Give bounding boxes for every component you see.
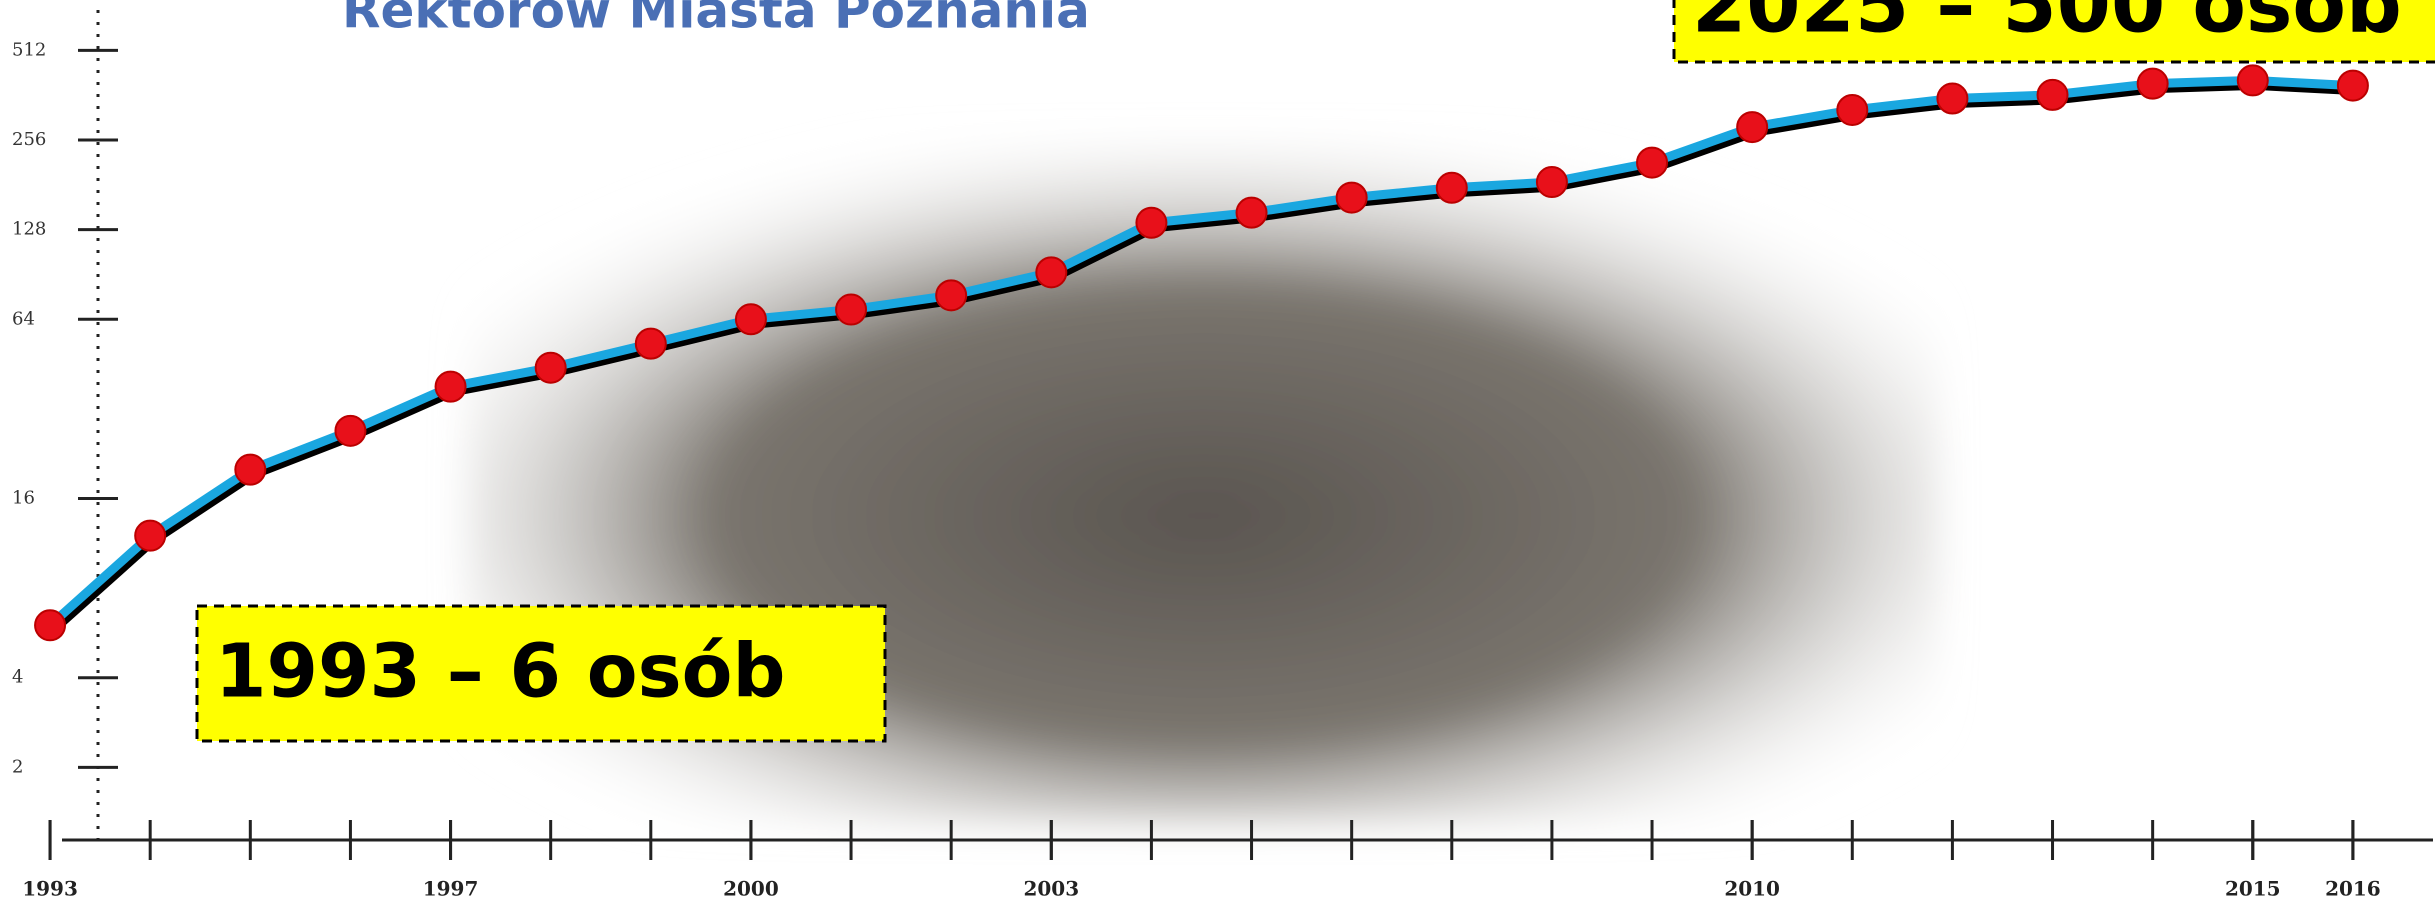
- point: [1036, 257, 1066, 287]
- y-tick-label: 16: [12, 487, 35, 508]
- point: [2138, 69, 2168, 99]
- x-tick-label: 2003: [1023, 877, 1079, 901]
- page: {"chart_data": {"type": "line", "title":…: [0, 0, 2435, 900]
- point: [1837, 95, 1867, 125]
- x-tick-label: 1997: [423, 877, 479, 901]
- annotation: 1993 – 6 osób: [215, 629, 785, 715]
- y-tick-label: 512: [12, 39, 46, 60]
- point: [2238, 65, 2268, 95]
- x-tick-label: 2010: [1724, 877, 1780, 901]
- point: [1136, 208, 1166, 238]
- point: [1637, 148, 1667, 178]
- point: [536, 353, 566, 383]
- chart-title: Rektorów Miasta Poznania: [342, 0, 1090, 40]
- y-tick-label: 2: [12, 756, 23, 777]
- y-tick-label: 256: [12, 129, 46, 150]
- point: [1237, 198, 1267, 228]
- point: [1537, 167, 1567, 197]
- point: [636, 329, 666, 359]
- x-tick-label: 2016: [2325, 877, 2381, 901]
- point: [235, 455, 265, 485]
- point: [1437, 173, 1467, 203]
- y-tick-label: 64: [12, 308, 35, 329]
- point: [1337, 183, 1367, 213]
- point: [736, 304, 766, 334]
- x-tick-label: 2000: [723, 877, 779, 901]
- point: [135, 521, 165, 551]
- point: [1737, 112, 1767, 142]
- point: [436, 372, 466, 402]
- point: [2038, 80, 2068, 110]
- y-tick-label: 4: [12, 667, 23, 688]
- x-tick-label: 2015: [2225, 877, 2281, 901]
- y-tick-label: 128: [12, 219, 46, 240]
- point: [35, 610, 65, 640]
- point: [836, 295, 866, 325]
- point: [1937, 84, 1967, 114]
- x-tick-label: 1993: [22, 877, 78, 901]
- annotation: 2025 – 500 osób: [1692, 0, 2402, 50]
- point: [335, 416, 365, 446]
- chart: Rektorów Miasta Poznania 2025 – 500 osób…: [0, 0, 2435, 900]
- point: [936, 280, 966, 310]
- point: [2338, 71, 2368, 101]
